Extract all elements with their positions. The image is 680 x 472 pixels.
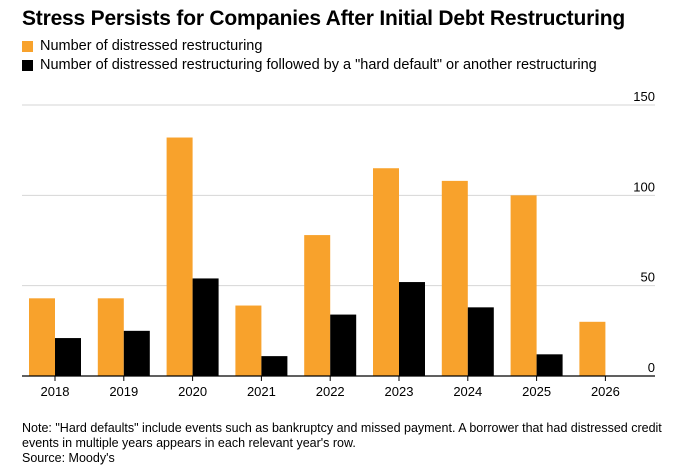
bar-hard-default-2025 xyxy=(536,354,563,376)
bar-distressed-2024 xyxy=(441,180,468,376)
footnote-source: Source: Moody's xyxy=(22,451,115,465)
grid-lines xyxy=(22,104,655,287)
bar-hard-default-2021 xyxy=(261,356,288,376)
x-tick-label-2025: 2025 xyxy=(522,384,551,399)
chart-legend: Number of distressed restructuring Numbe… xyxy=(22,37,597,75)
bar-distressed-2025 xyxy=(510,195,537,376)
y-tick-label-150: 150 xyxy=(633,89,655,104)
bar-hard-default-2018 xyxy=(55,338,81,376)
footnote-note: Note: "Hard defaults" include events suc… xyxy=(22,421,662,450)
bar-distressed-2026 xyxy=(579,321,606,376)
x-tick-label-2021: 2021 xyxy=(247,384,276,399)
bar-hard-default-2023 xyxy=(399,282,425,376)
axes: 0 50 100 150 2018 2019 2020 2021 2022 2023 2024 202… xyxy=(22,89,655,399)
x-tick-label-2024: 2024 xyxy=(453,384,482,399)
chart-title: Stress Persists for Companies After Init… xyxy=(22,7,625,30)
y-tick-label-0: 0 xyxy=(648,360,655,375)
legend-swatch-hard-default xyxy=(22,60,33,71)
x-tick-label-2026: 2026 xyxy=(591,384,620,399)
x-tick-label-2019: 2019 xyxy=(109,384,138,399)
bar-distressed-2019 xyxy=(97,298,124,376)
y-tick-label-100: 100 xyxy=(633,179,655,194)
bars xyxy=(29,137,606,376)
bar-hard-default-2024 xyxy=(467,307,494,376)
legend-item-hard-default: Number of distressed restructuring follo… xyxy=(22,56,597,75)
legend-label-hard-default: Number of distressed restructuring follo… xyxy=(40,57,597,73)
bar-distressed-2018 xyxy=(29,298,55,376)
footnote: Note: "Hard defaults" include events suc… xyxy=(22,421,662,466)
bar-distressed-2023 xyxy=(373,168,399,376)
legend-label-distressed: Number of distressed restructuring xyxy=(40,38,263,54)
x-tick-label-2018: 2018 xyxy=(41,384,70,399)
y-tick-label-50: 50 xyxy=(641,270,655,285)
bar-distressed-2022 xyxy=(304,235,331,376)
bar-hard-default-2020 xyxy=(192,278,219,376)
x-tick-label-2022: 2022 xyxy=(316,384,345,399)
bar-hard-default-2022 xyxy=(330,314,357,376)
bar-hard-default-2019 xyxy=(123,330,150,376)
legend-item-distressed: Number of distressed restructuring xyxy=(22,37,597,56)
x-tick-label-2020: 2020 xyxy=(178,384,207,399)
bar-distressed-2020 xyxy=(166,137,193,376)
legend-swatch-distressed xyxy=(22,41,33,52)
x-tick-label-2023: 2023 xyxy=(385,384,414,399)
bar-distressed-2021 xyxy=(235,305,262,376)
